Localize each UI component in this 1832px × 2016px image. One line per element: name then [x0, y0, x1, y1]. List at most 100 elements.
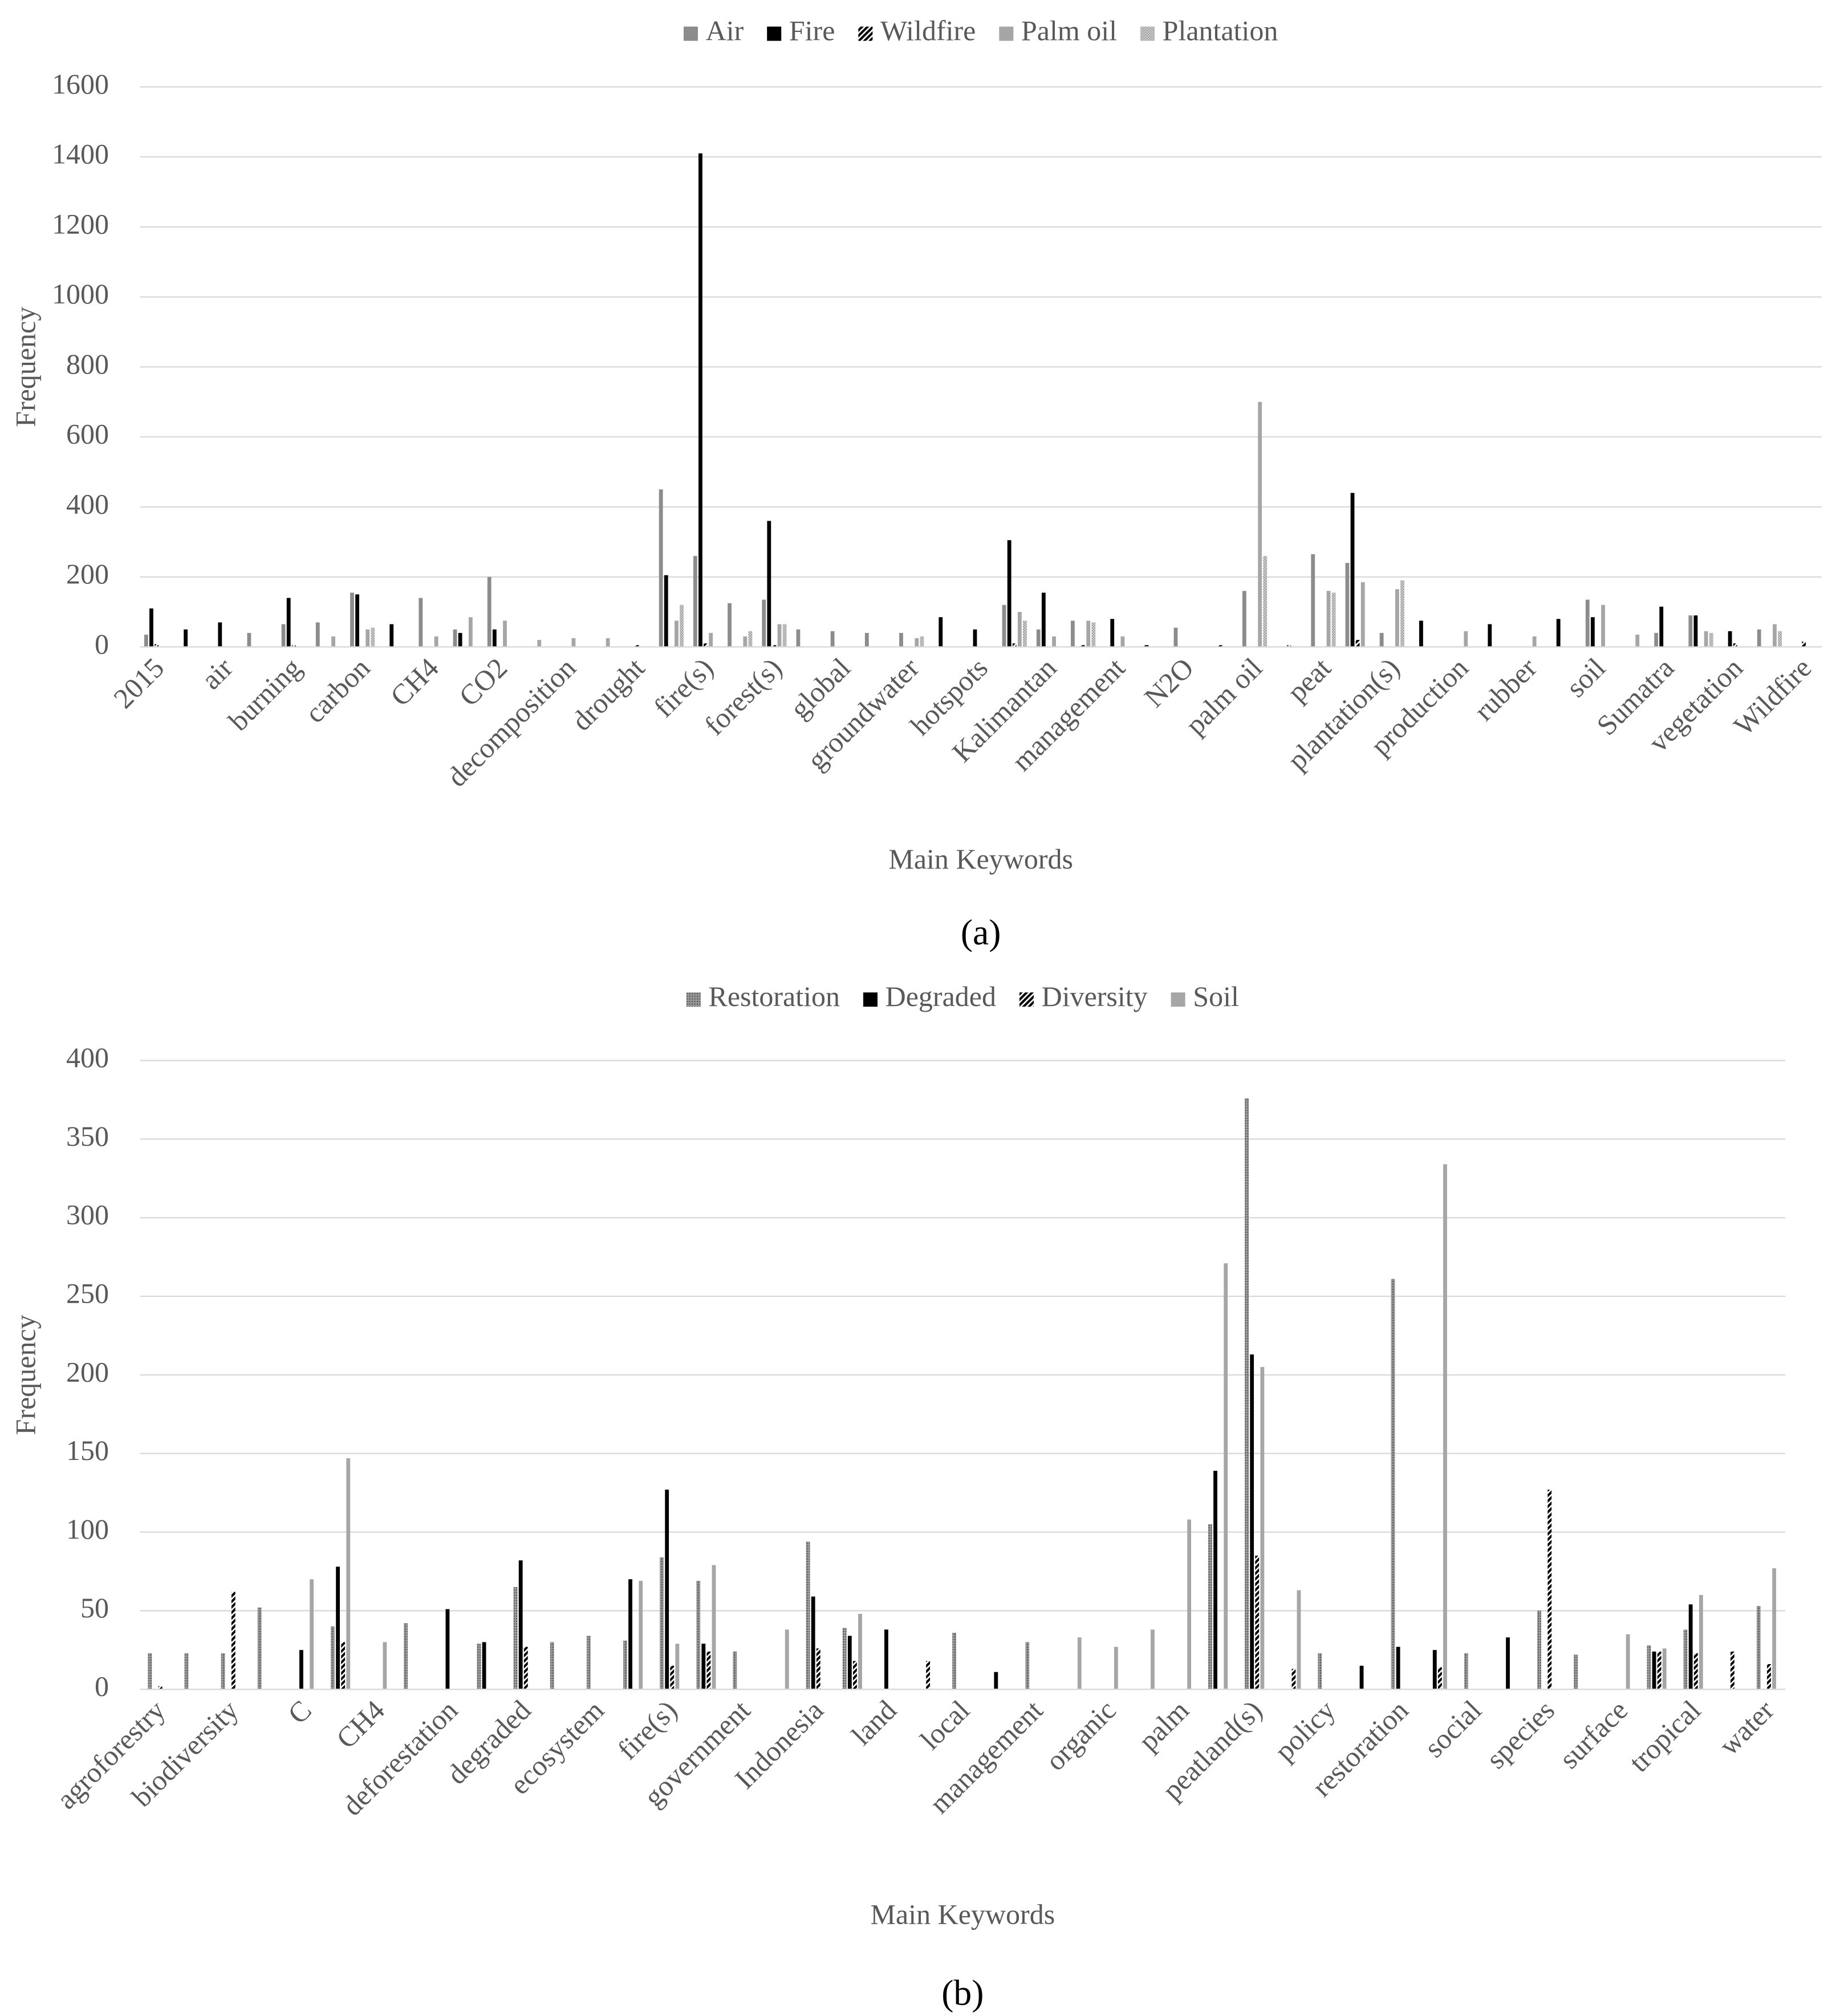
x-tick-label: tropical: [1623, 1694, 1707, 1778]
y-tick-label: 0: [95, 1670, 109, 1702]
bar: [660, 1557, 664, 1690]
bar: [796, 629, 801, 647]
bar: [1767, 1664, 1771, 1690]
bar: [355, 594, 359, 647]
bar: [830, 631, 835, 647]
bar: [704, 643, 708, 647]
bar: [257, 1607, 262, 1690]
legend-label: Fire: [789, 15, 835, 47]
bar: [1757, 629, 1761, 647]
bar: [299, 1650, 303, 1690]
bar: [659, 489, 663, 647]
bar: [1693, 615, 1698, 647]
bar: [606, 638, 610, 647]
bar: [1187, 1519, 1192, 1690]
bar: [1657, 1651, 1662, 1690]
bar: [733, 1651, 737, 1690]
bar: [1245, 1098, 1249, 1690]
bar: [365, 629, 370, 647]
legend-label: Palm oil: [1021, 15, 1117, 47]
legend-label: Air: [706, 15, 744, 47]
bar: [1345, 563, 1350, 647]
bar: [1242, 591, 1246, 647]
bar: [1250, 1354, 1254, 1690]
bar: [1326, 591, 1331, 647]
bar: [1693, 1653, 1698, 1690]
bar: [315, 622, 320, 647]
x-tick-label: 2015: [107, 652, 170, 715]
bar: [1391, 1279, 1395, 1690]
y-tick-label: 600: [66, 418, 109, 450]
bar: [404, 1623, 408, 1690]
bar: [310, 1579, 314, 1690]
legend: Restoration Degraded Diversity Soil: [686, 980, 1239, 1012]
bar: [1263, 555, 1268, 647]
bar: [1730, 1651, 1734, 1690]
bar: [1443, 1164, 1447, 1690]
bar: [331, 1626, 335, 1690]
bar: [1547, 1490, 1552, 1690]
bar: [184, 629, 188, 647]
chart: 0 200 400 600 800 1000 1200 1400 1600 2015 airburn…: [10, 15, 1822, 952]
bar: [1077, 1637, 1082, 1690]
bar: [1071, 620, 1075, 647]
bar: [973, 629, 977, 647]
bar: [1585, 599, 1590, 647]
legend-swatch: [1171, 992, 1185, 1007]
bar: [693, 555, 697, 647]
legend-swatch: [999, 26, 1014, 41]
bar: [811, 1596, 815, 1690]
bar: [1647, 1645, 1651, 1690]
bar: [1355, 640, 1360, 647]
bar: [782, 624, 787, 647]
bar: [1688, 615, 1693, 647]
x-tick-label: surface: [1553, 1694, 1634, 1775]
bar: [748, 631, 753, 647]
y-tick-label: 400: [66, 488, 109, 520]
bar: [513, 1587, 518, 1690]
x-tick-label: peat: [1281, 651, 1337, 708]
bar: [458, 632, 462, 647]
bar: [1023, 620, 1027, 647]
x-tick-label: drought: [565, 651, 651, 737]
bar: [675, 620, 679, 647]
y-axis-title: Frequency: [10, 1315, 42, 1435]
bar: [1574, 1654, 1578, 1690]
bar: [706, 1651, 711, 1690]
bar: [1173, 627, 1178, 647]
bar: [350, 593, 354, 647]
legend-label: Restoration: [708, 980, 840, 1012]
x-tick-label: N2O: [1138, 652, 1200, 713]
legend-swatch: [1019, 992, 1034, 1007]
x-tick-label: air: [195, 651, 239, 695]
bar: [1506, 1637, 1510, 1690]
bar: [635, 645, 639, 647]
bar: [712, 1565, 716, 1690]
bar: [1379, 632, 1384, 647]
x-tick-label: CH4: [384, 652, 444, 712]
legend-label: Plantation: [1163, 15, 1278, 47]
bar: [371, 627, 375, 647]
bar: [1036, 629, 1041, 647]
bar: [952, 1632, 956, 1690]
bar: [482, 1642, 486, 1690]
bar: [772, 645, 777, 647]
legend-label: Degraded: [885, 980, 996, 1012]
bar: [664, 575, 668, 647]
bar: [743, 636, 748, 647]
bar: [709, 632, 713, 647]
bar: [1683, 1629, 1688, 1690]
y-tick-label: 50: [80, 1592, 109, 1624]
bar: [503, 620, 507, 647]
bar: [1400, 580, 1404, 647]
bar: [419, 598, 423, 647]
bar: [1260, 1367, 1265, 1690]
x-tick-label: carbon: [299, 652, 376, 729]
bar: [1041, 593, 1046, 647]
bar: [680, 605, 684, 647]
bar: [1464, 1653, 1468, 1690]
bar: [939, 617, 943, 647]
x-tick-label: Wildfire: [1727, 652, 1817, 742]
bar: [1007, 540, 1012, 647]
